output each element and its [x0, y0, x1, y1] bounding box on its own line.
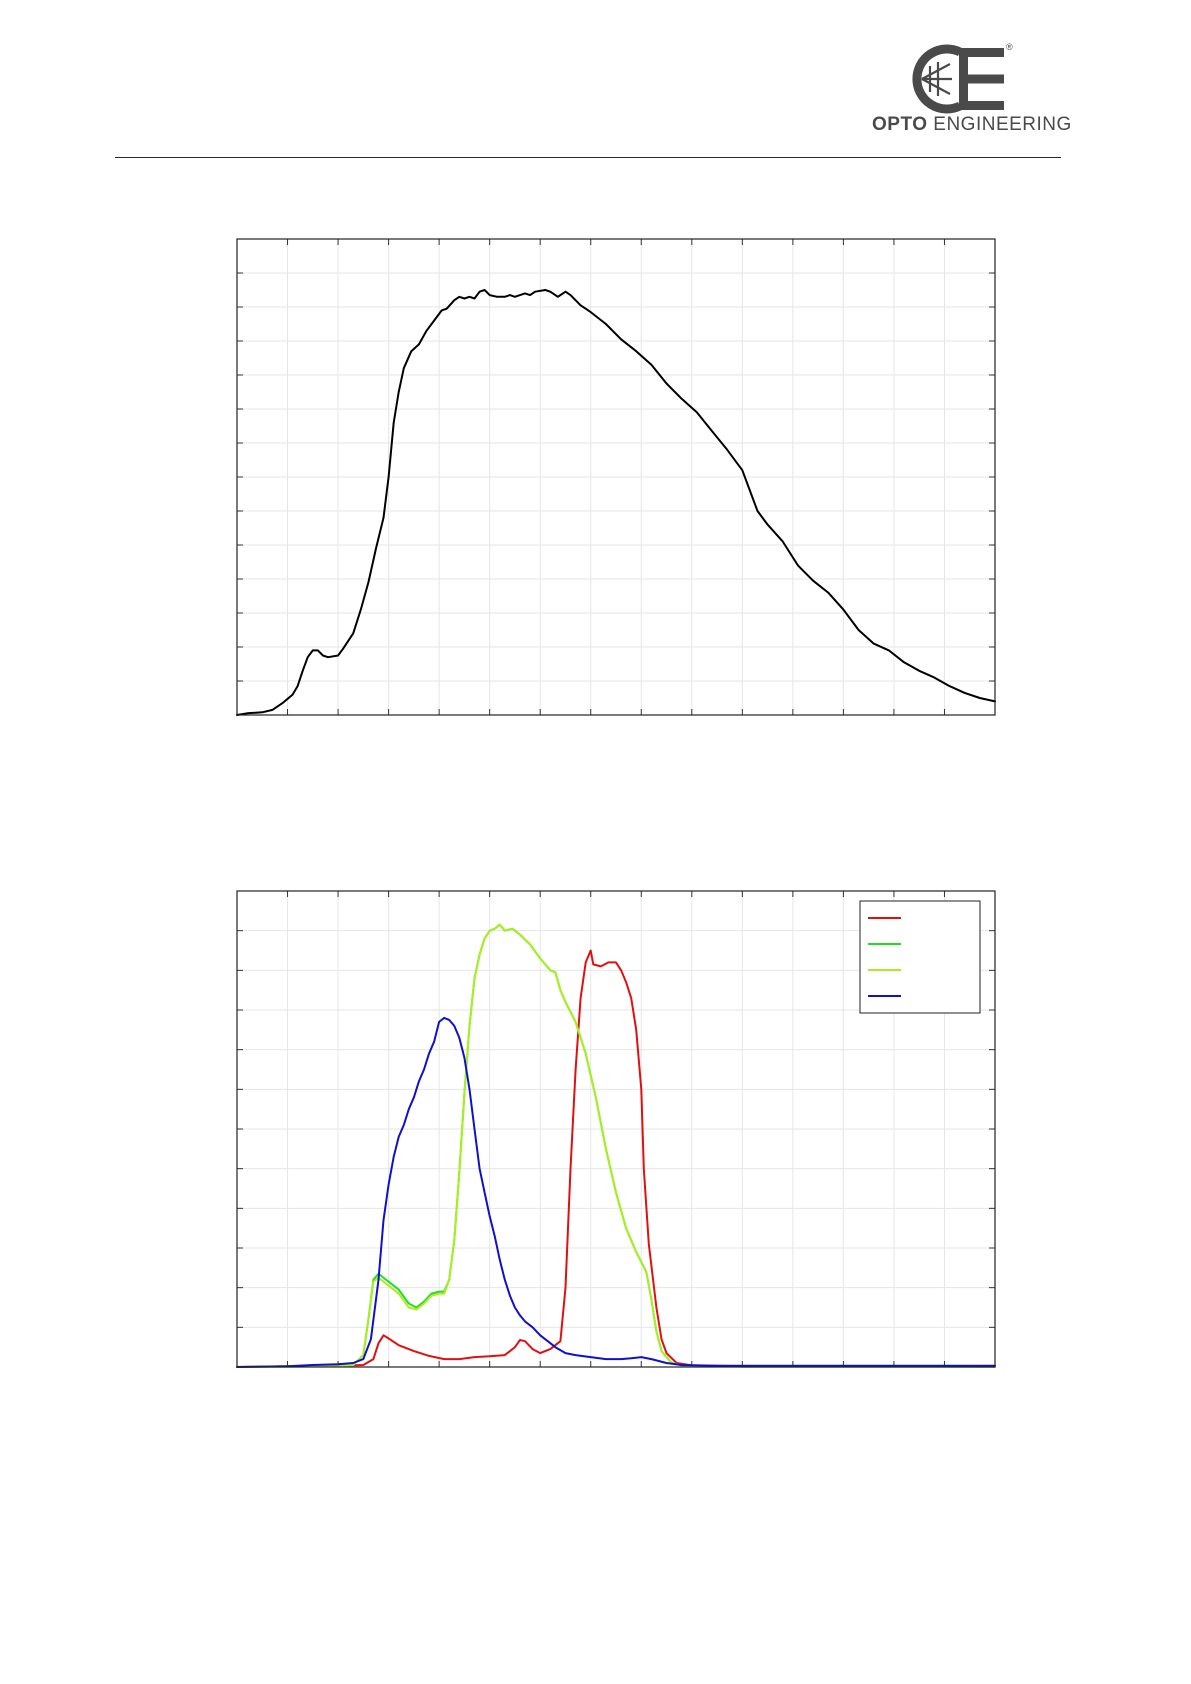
plot-frame — [236, 890, 996, 1368]
logo-word-engineering: ENGINEERING — [927, 114, 1072, 135]
series-line-1 — [236, 949, 996, 1368]
company-logo: ® OPTO ENGINEERING — [872, 34, 1071, 138]
plot-frame — [236, 238, 996, 716]
series-line-4 — [236, 1016, 996, 1368]
logo-wordmark: OPTO ENGINEERING — [872, 114, 1071, 136]
header-divider — [115, 157, 1061, 158]
logo-word-opto: OPTO — [872, 114, 928, 135]
spectral-response-chart-mono — [236, 238, 996, 716]
opto-engineering-oe-icon — [912, 44, 1004, 114]
spectral-response-chart-rgb — [236, 890, 996, 1368]
registered-mark: ® — [1006, 42, 1013, 52]
legend-box — [859, 900, 981, 1014]
series-line-3 — [236, 923, 996, 1368]
series-line-1 — [236, 289, 996, 716]
